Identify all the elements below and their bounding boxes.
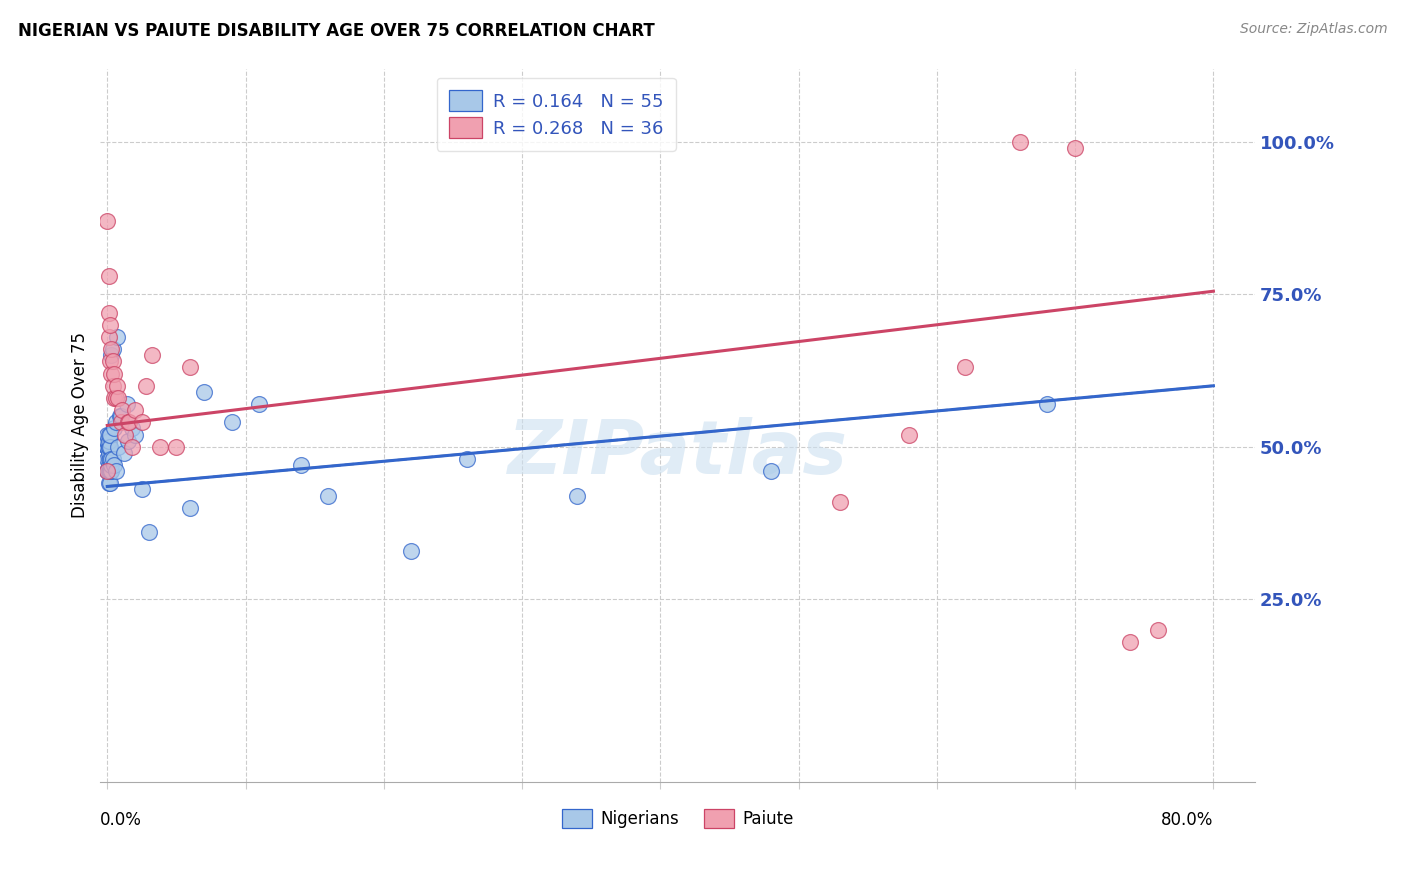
Point — [101, 452, 124, 467]
Point — [115, 397, 138, 411]
Point — [456, 452, 478, 467]
Point — [135, 378, 157, 392]
Point — [107, 440, 129, 454]
Point — [247, 397, 270, 411]
Point — [97, 268, 120, 283]
Point — [141, 348, 163, 362]
Point — [131, 483, 153, 497]
Point — [105, 330, 128, 344]
Point — [117, 416, 139, 430]
Point — [131, 416, 153, 430]
Y-axis label: Disability Age Over 75: Disability Age Over 75 — [72, 333, 89, 518]
Point — [96, 440, 118, 454]
Point — [100, 348, 122, 362]
Point — [96, 440, 118, 454]
Point — [98, 464, 121, 478]
Point — [165, 440, 187, 454]
Point — [759, 464, 782, 478]
Point — [96, 464, 118, 478]
Point — [179, 500, 201, 515]
Legend: Nigerians, Paiute: Nigerians, Paiute — [555, 802, 800, 835]
Point — [110, 409, 132, 424]
Point — [108, 409, 131, 424]
Point — [401, 543, 423, 558]
Point — [953, 360, 976, 375]
Point — [97, 446, 120, 460]
Text: 80.0%: 80.0% — [1161, 811, 1213, 830]
Text: NIGERIAN VS PAIUTE DISABILITY AGE OVER 75 CORRELATION CHART: NIGERIAN VS PAIUTE DISABILITY AGE OVER 7… — [18, 22, 655, 40]
Point — [101, 378, 124, 392]
Point — [96, 440, 118, 454]
Point — [96, 434, 118, 448]
Point — [98, 476, 121, 491]
Point — [98, 318, 121, 332]
Point — [1119, 635, 1142, 649]
Point — [100, 464, 122, 478]
Point — [898, 427, 921, 442]
Point — [104, 464, 127, 478]
Point — [97, 458, 120, 472]
Point — [1008, 135, 1031, 149]
Point — [112, 446, 135, 460]
Point — [103, 391, 125, 405]
Point — [1064, 141, 1087, 155]
Point — [96, 452, 118, 467]
Point — [114, 427, 136, 442]
Point — [96, 464, 118, 478]
Point — [98, 440, 121, 454]
Point — [98, 427, 121, 442]
Point — [98, 452, 121, 467]
Point — [104, 391, 127, 405]
Point — [179, 360, 201, 375]
Point — [107, 391, 129, 405]
Point — [97, 427, 120, 442]
Point — [1036, 397, 1059, 411]
Point — [103, 367, 125, 381]
Point — [124, 403, 146, 417]
Point — [97, 464, 120, 478]
Text: Source: ZipAtlas.com: Source: ZipAtlas.com — [1240, 22, 1388, 37]
Point — [121, 440, 143, 454]
Point — [100, 452, 122, 467]
Point — [97, 452, 120, 467]
Point — [101, 354, 124, 368]
Point — [290, 458, 312, 472]
Point — [97, 440, 120, 454]
Point — [221, 416, 243, 430]
Point — [97, 434, 120, 448]
Point — [118, 416, 141, 430]
Point — [104, 416, 127, 430]
Point — [117, 434, 139, 448]
Point — [110, 416, 132, 430]
Point — [98, 354, 121, 368]
Point — [100, 458, 122, 472]
Point — [111, 403, 134, 417]
Point — [1147, 623, 1170, 637]
Point — [138, 525, 160, 540]
Point — [96, 427, 118, 442]
Text: 0.0%: 0.0% — [100, 811, 142, 830]
Point — [97, 440, 120, 454]
Point — [97, 476, 120, 491]
Point — [96, 214, 118, 228]
Point — [101, 342, 124, 356]
Point — [124, 427, 146, 442]
Point — [97, 305, 120, 319]
Point — [830, 494, 852, 508]
Point — [96, 434, 118, 448]
Point — [567, 489, 589, 503]
Point — [193, 384, 215, 399]
Point — [103, 458, 125, 472]
Point — [105, 378, 128, 392]
Point — [318, 489, 340, 503]
Text: ZIPatlas: ZIPatlas — [508, 417, 848, 491]
Point — [121, 421, 143, 435]
Point — [97, 330, 120, 344]
Point — [149, 440, 172, 454]
Point — [100, 367, 122, 381]
Point — [96, 440, 118, 454]
Point — [103, 421, 125, 435]
Point — [100, 342, 122, 356]
